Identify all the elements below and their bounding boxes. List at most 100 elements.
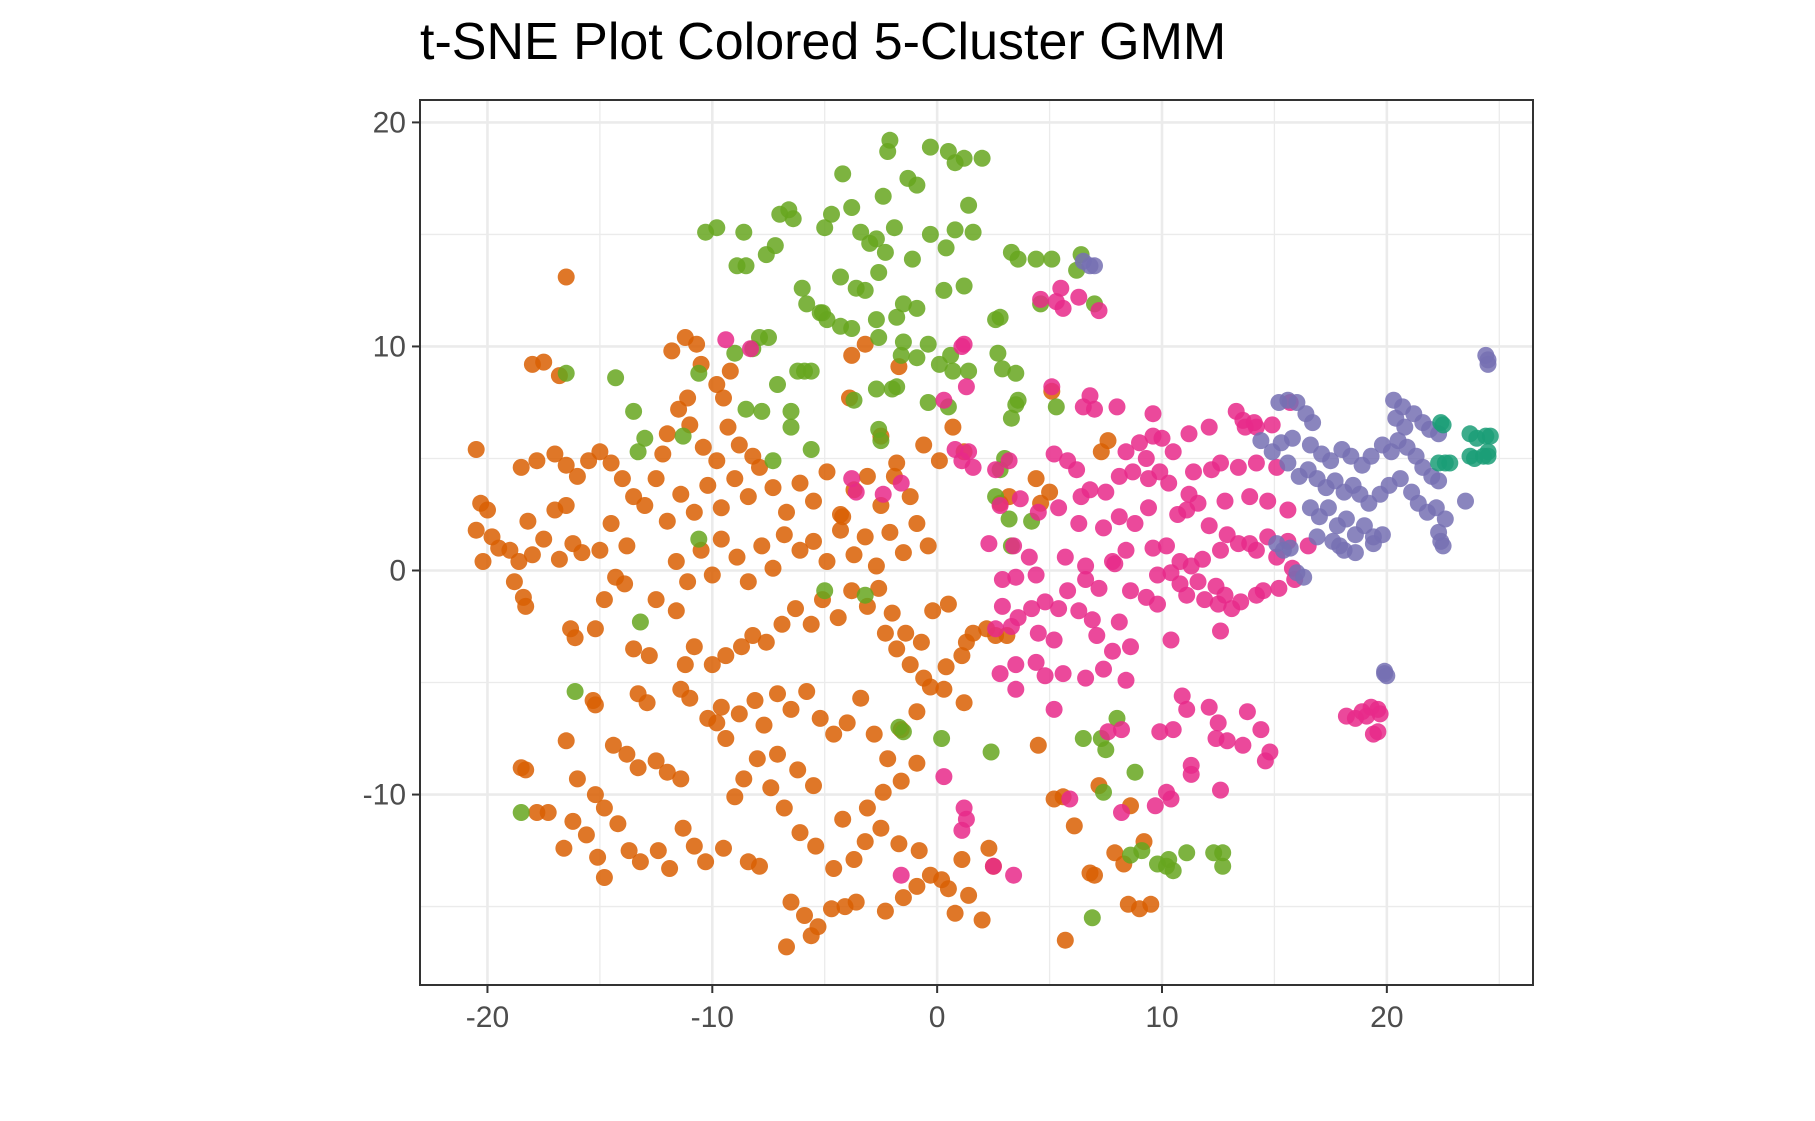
data-point	[1209, 595, 1227, 613]
x-tick-label: -10	[691, 1001, 734, 1034]
data-point	[742, 340, 759, 358]
data-point	[1182, 765, 1200, 783]
data-point	[1126, 515, 1144, 532]
data-point	[1086, 257, 1103, 275]
data-point	[1247, 541, 1265, 559]
data-point	[555, 839, 573, 857]
data-point	[728, 548, 746, 566]
data-point	[577, 826, 595, 844]
data-point	[703, 566, 721, 584]
data-point	[856, 586, 874, 604]
data-point	[1090, 579, 1108, 597]
data-point	[935, 768, 953, 786]
data-point	[595, 869, 613, 886]
data-point	[697, 853, 715, 871]
data-point	[1364, 528, 1382, 546]
data-point	[858, 799, 876, 817]
data-point	[739, 488, 757, 506]
data-point	[825, 725, 843, 743]
data-point	[991, 665, 1009, 683]
x-tick-label: 10	[1145, 1001, 1178, 1034]
data-point	[1180, 425, 1198, 443]
data-point	[876, 902, 894, 920]
data-point	[1083, 611, 1101, 629]
data-point	[1081, 481, 1099, 499]
data-point	[802, 441, 820, 458]
data-point	[1207, 730, 1225, 747]
data-point	[935, 281, 953, 299]
data-point	[1007, 568, 1025, 586]
data-point	[1259, 492, 1277, 510]
data-point	[467, 441, 485, 458]
data-point	[1144, 539, 1162, 557]
data-point	[694, 438, 712, 456]
data-point	[688, 335, 706, 353]
data-point	[856, 281, 874, 299]
data-point	[834, 810, 852, 828]
data-point	[1295, 568, 1313, 586]
data-point	[1200, 517, 1218, 535]
data-point	[1178, 844, 1196, 862]
data-point	[647, 470, 665, 488]
data-point	[568, 770, 586, 788]
axes: -20 -10 0 10 20 20 10 0 -10	[363, 106, 1404, 1034]
data-point	[843, 470, 861, 488]
y-tick-label: 10	[373, 330, 406, 363]
data-point	[557, 268, 575, 286]
cluster-teal	[1430, 414, 1499, 472]
data-point	[953, 647, 971, 665]
data-point	[1137, 450, 1155, 467]
data-point	[557, 456, 575, 474]
data-point	[982, 743, 1000, 761]
y-tick-label: 0	[389, 555, 406, 588]
data-point	[751, 857, 768, 875]
data-point	[908, 703, 926, 721]
data-point	[1189, 573, 1207, 591]
data-point	[735, 770, 753, 788]
data-point	[1434, 537, 1452, 555]
data-point	[814, 304, 831, 322]
y-tick-label: -10	[363, 779, 406, 812]
data-point	[647, 752, 665, 770]
data-point	[791, 474, 809, 492]
data-point	[730, 436, 748, 454]
data-point	[825, 860, 843, 877]
data-point	[957, 378, 975, 396]
data-point	[1036, 667, 1054, 685]
data-point	[1000, 452, 1018, 470]
data-point	[1104, 642, 1121, 660]
data-point	[1083, 909, 1101, 927]
data-point	[1020, 548, 1038, 566]
data-point	[719, 418, 737, 436]
data-point	[876, 624, 894, 642]
data-point	[879, 143, 897, 160]
data-point	[789, 362, 807, 380]
data-point	[512, 804, 530, 821]
data-point	[1391, 470, 1409, 488]
data-point	[1005, 537, 1023, 555]
data-point	[595, 799, 613, 817]
data-point	[636, 497, 654, 514]
data-point	[933, 730, 951, 747]
data-point	[1346, 544, 1364, 562]
data-point	[566, 683, 584, 700]
data-point	[874, 783, 892, 801]
data-point	[753, 402, 771, 420]
data-point	[1050, 600, 1068, 618]
data-point	[881, 523, 899, 541]
data-point	[661, 860, 679, 877]
data-point	[631, 853, 649, 871]
data-point	[1095, 660, 1112, 678]
data-point	[892, 772, 910, 790]
data-point	[663, 342, 681, 360]
data-point	[1178, 586, 1196, 604]
data-point	[528, 452, 546, 470]
data-point	[708, 219, 726, 237]
data-point	[955, 277, 973, 295]
data-point	[867, 311, 885, 329]
data-point	[939, 595, 957, 613]
data-point	[764, 559, 782, 577]
data-point	[847, 893, 865, 911]
data-point	[1164, 721, 1182, 739]
data-point	[685, 837, 703, 855]
